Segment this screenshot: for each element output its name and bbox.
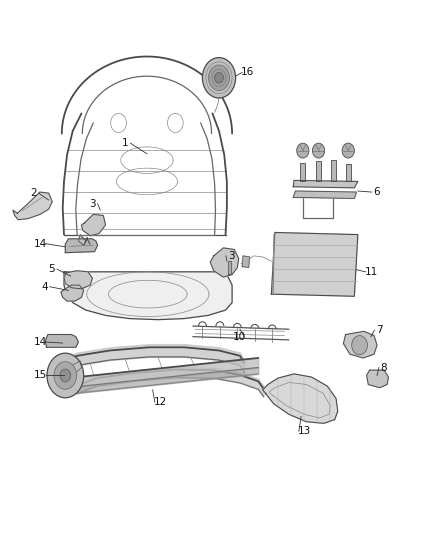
Bar <box>300 163 305 181</box>
Polygon shape <box>65 239 98 253</box>
Polygon shape <box>61 285 84 301</box>
Polygon shape <box>13 192 52 220</box>
Text: 4: 4 <box>41 282 48 292</box>
Text: 8: 8 <box>381 362 387 373</box>
Polygon shape <box>210 248 239 277</box>
Polygon shape <box>293 191 357 198</box>
Polygon shape <box>65 361 81 375</box>
Circle shape <box>312 143 325 158</box>
Text: 15: 15 <box>34 370 47 381</box>
Text: 14: 14 <box>33 337 46 347</box>
Polygon shape <box>293 180 358 188</box>
Text: 16: 16 <box>241 68 254 77</box>
Text: 1: 1 <box>122 138 128 148</box>
Polygon shape <box>81 214 106 236</box>
Circle shape <box>215 72 223 83</box>
Circle shape <box>60 369 71 382</box>
Text: 12: 12 <box>153 397 167 407</box>
Polygon shape <box>64 272 232 320</box>
Polygon shape <box>343 332 377 358</box>
Polygon shape <box>78 235 86 245</box>
Text: 3: 3 <box>228 251 234 261</box>
Polygon shape <box>367 370 389 387</box>
Circle shape <box>352 336 367 355</box>
Circle shape <box>208 65 230 91</box>
Text: 10: 10 <box>233 332 246 342</box>
Text: 14: 14 <box>33 239 46 248</box>
Circle shape <box>297 143 309 158</box>
Text: 6: 6 <box>374 187 380 197</box>
Circle shape <box>54 362 77 389</box>
Polygon shape <box>64 271 92 289</box>
Text: 5: 5 <box>49 264 55 274</box>
Polygon shape <box>242 256 250 268</box>
Text: 7: 7 <box>376 325 383 335</box>
Text: 13: 13 <box>297 426 311 437</box>
Bar <box>331 160 336 181</box>
Bar <box>316 161 321 181</box>
Circle shape <box>47 353 84 398</box>
Text: 11: 11 <box>364 267 378 277</box>
Polygon shape <box>263 374 338 423</box>
Circle shape <box>342 143 354 158</box>
Text: 2: 2 <box>30 188 37 198</box>
Polygon shape <box>272 232 358 296</box>
Polygon shape <box>45 335 78 348</box>
Text: 3: 3 <box>89 199 95 209</box>
Circle shape <box>202 58 236 98</box>
Polygon shape <box>228 261 231 274</box>
Bar <box>346 165 351 181</box>
